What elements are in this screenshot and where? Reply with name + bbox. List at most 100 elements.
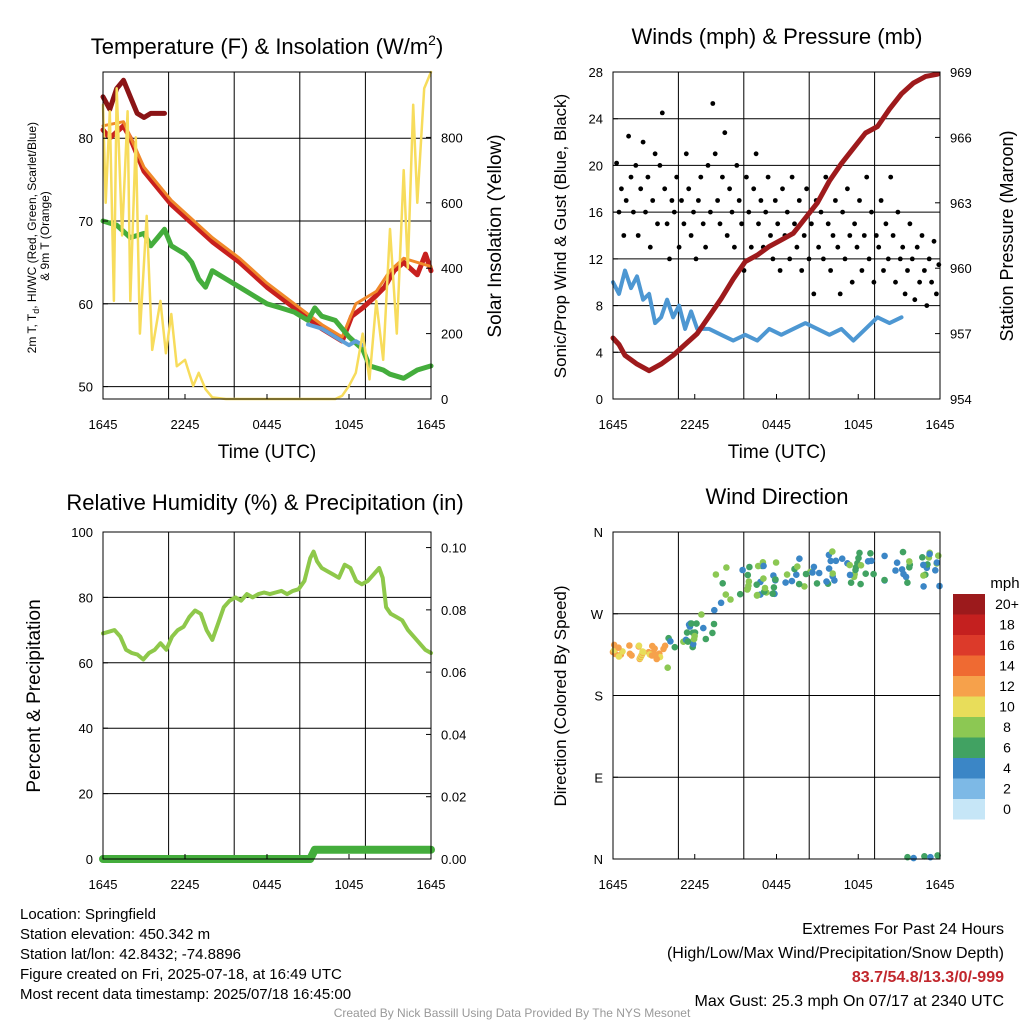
x-tick-label: 1645 <box>417 877 446 892</box>
gust-point <box>638 186 644 192</box>
direction-point <box>698 611 705 618</box>
direction-point <box>739 566 746 574</box>
direction-point <box>753 581 760 588</box>
y-tick-label: 40 <box>79 721 93 736</box>
direction-point <box>919 554 926 561</box>
temperature-x-axis-label: Time (UTC) <box>218 442 317 463</box>
y-tick-label: 60 <box>79 297 93 312</box>
direction-point <box>744 571 752 579</box>
direction-point <box>846 571 854 579</box>
direction-point <box>769 590 776 597</box>
gust-point <box>722 130 728 136</box>
station-location: Location: Springfield <box>20 906 156 923</box>
x-tick-label: 2245 <box>171 877 200 892</box>
gust-point <box>683 151 689 157</box>
direction-point <box>856 549 863 557</box>
gust-point <box>811 291 817 297</box>
legend-label: 16 <box>999 637 1015 653</box>
y2-tick-label: 0.04 <box>441 727 466 742</box>
legend-swatch <box>953 676 985 697</box>
gust-point <box>631 209 636 215</box>
figure-created: Figure created on Fri, 2025-07-18, at 16… <box>20 966 342 983</box>
direction-point <box>815 569 823 577</box>
gust-point <box>816 244 821 250</box>
gust-point <box>633 163 639 168</box>
gust-point <box>712 151 718 157</box>
direction-point <box>810 563 818 571</box>
gust-point <box>671 209 677 215</box>
gust-point <box>691 209 696 215</box>
x-tick-label: 0445 <box>762 877 791 892</box>
gust-point <box>854 244 860 250</box>
extremes-subtitle: (High/Low/Max Wind/Precipitation/Snow De… <box>666 945 1004 962</box>
direction-point <box>825 565 833 572</box>
gust-point <box>852 221 857 227</box>
gust-point <box>679 198 684 203</box>
gust-point <box>799 268 805 273</box>
gust-point <box>643 209 648 215</box>
gust-point <box>700 221 706 227</box>
legend-swatch <box>953 778 985 799</box>
legend-swatch <box>953 635 985 656</box>
direction-point <box>723 564 730 571</box>
direction-point <box>867 550 874 557</box>
direction-point <box>921 853 928 860</box>
y2-tick-label: 0.00 <box>441 852 466 867</box>
gust-point <box>801 233 807 238</box>
x-tick-label: 0445 <box>253 417 282 432</box>
direction-point <box>664 664 671 671</box>
y-tick-label: 20 <box>79 787 93 802</box>
gust-point <box>751 186 757 192</box>
gust-point <box>765 174 771 180</box>
gust-point <box>871 279 877 285</box>
direction-point <box>881 576 888 584</box>
y-tick-label: 12 <box>589 252 603 267</box>
y2-tick-label: 600 <box>441 196 463 211</box>
y2-tick-label: 400 <box>441 261 463 276</box>
direction-point <box>857 562 865 569</box>
direction-point <box>920 583 927 590</box>
gust-point <box>787 256 793 262</box>
direction-point <box>932 567 939 574</box>
direction-point <box>934 852 941 859</box>
y-tick-label: 8 <box>596 299 603 314</box>
direction-point <box>753 592 761 599</box>
direction-point <box>864 558 872 565</box>
gust-point <box>770 256 776 262</box>
direction-point <box>893 559 901 566</box>
gust-point <box>792 221 797 227</box>
gust-point <box>883 221 889 227</box>
gust-point <box>772 198 778 203</box>
direction-point <box>796 555 803 562</box>
direction-point <box>838 555 846 562</box>
gust-point <box>736 198 742 203</box>
gust-point <box>744 174 749 180</box>
extremes-values: 83.7/54.8/13.3/0/-999 <box>851 969 1004 986</box>
gust-point <box>748 244 754 250</box>
winds-x-axis-label: Time (UTC) <box>728 442 827 463</box>
y2-tick-label: 963 <box>950 196 972 211</box>
direction-point <box>823 578 830 585</box>
x-tick-label: 1645 <box>89 417 118 432</box>
y2-tick-label: 966 <box>950 130 972 145</box>
y2-tick-label: 969 <box>950 65 972 80</box>
direction-point <box>881 552 888 560</box>
y2-tick-label: 0.10 <box>441 541 466 556</box>
gust-point <box>830 233 836 238</box>
x-tick-label: 1645 <box>599 417 628 432</box>
gust-point <box>893 279 898 285</box>
gust-point <box>657 163 663 168</box>
y2-tick-label: 960 <box>950 261 972 276</box>
gust-point <box>885 256 891 262</box>
extremes-summary: Extremes For Past 24 Hours (High/Low/Max… <box>667 918 1004 1014</box>
direction-point <box>693 620 700 627</box>
direction-point <box>829 570 836 577</box>
direction-point <box>855 554 862 562</box>
gust-point <box>825 221 831 227</box>
direction-point <box>683 629 691 636</box>
direction-point <box>626 642 633 649</box>
gust-point <box>746 209 752 215</box>
gust-point <box>876 244 882 250</box>
gust-point <box>652 151 658 157</box>
